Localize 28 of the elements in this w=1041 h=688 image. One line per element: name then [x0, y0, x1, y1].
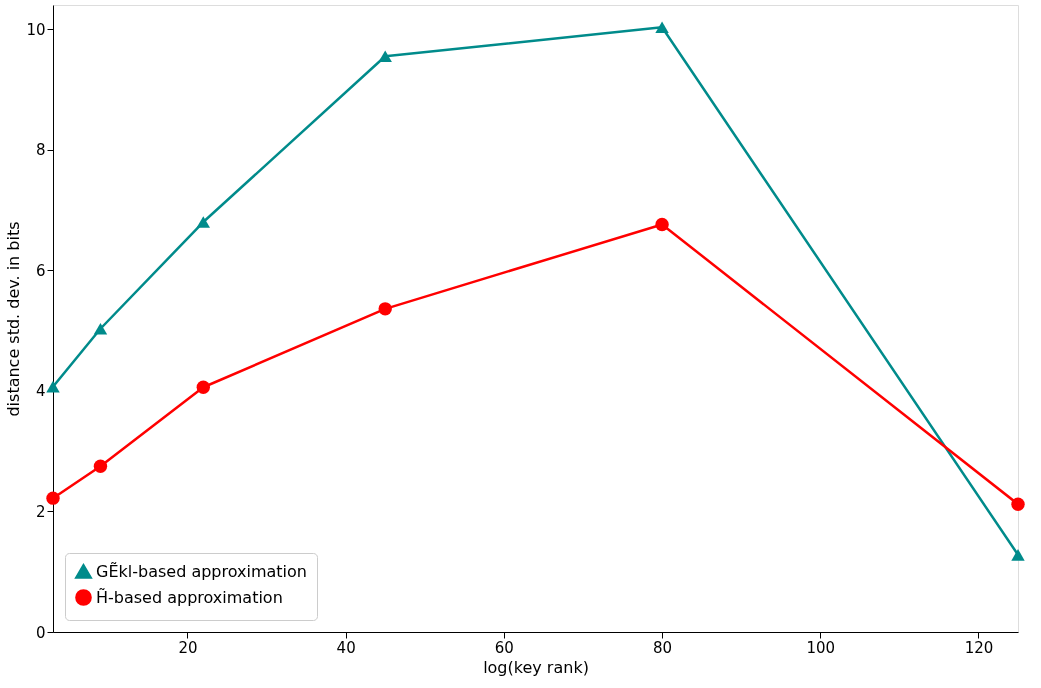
- y-tick-label: 6: [35, 261, 46, 280]
- x-tick-label: 60: [494, 638, 514, 657]
- x-tick-label: 100: [806, 638, 836, 657]
- y-tick-label: 0: [35, 623, 46, 642]
- point: [46, 380, 60, 393]
- point: [655, 21, 669, 34]
- y-tick-label: 4: [35, 382, 46, 401]
- legend-label: GẼkl-based approximation: [96, 561, 307, 581]
- x-axis-title: log(key rank): [483, 657, 589, 677]
- x-tick-label: 80: [653, 638, 673, 657]
- point: [1011, 549, 1025, 561]
- y-tick-label: 2: [35, 502, 46, 521]
- point: [196, 216, 210, 228]
- point: [196, 380, 210, 394]
- y-tick-label: 10: [26, 20, 46, 39]
- point: [46, 491, 60, 505]
- x-tick-label: 40: [336, 638, 356, 657]
- point: [93, 459, 108, 473]
- point: [655, 217, 669, 232]
- point: [1011, 497, 1025, 511]
- y-tick-label: 8: [35, 141, 46, 160]
- legend-label: H̃-based approximation: [96, 587, 283, 607]
- x-tick-label: 20: [178, 638, 198, 657]
- x-tick-label: 120: [964, 638, 994, 657]
- point: [378, 50, 392, 63]
- point: [378, 302, 392, 316]
- y-axis-title: distance std. dev. in bits: [4, 221, 24, 417]
- point: [93, 322, 108, 335]
